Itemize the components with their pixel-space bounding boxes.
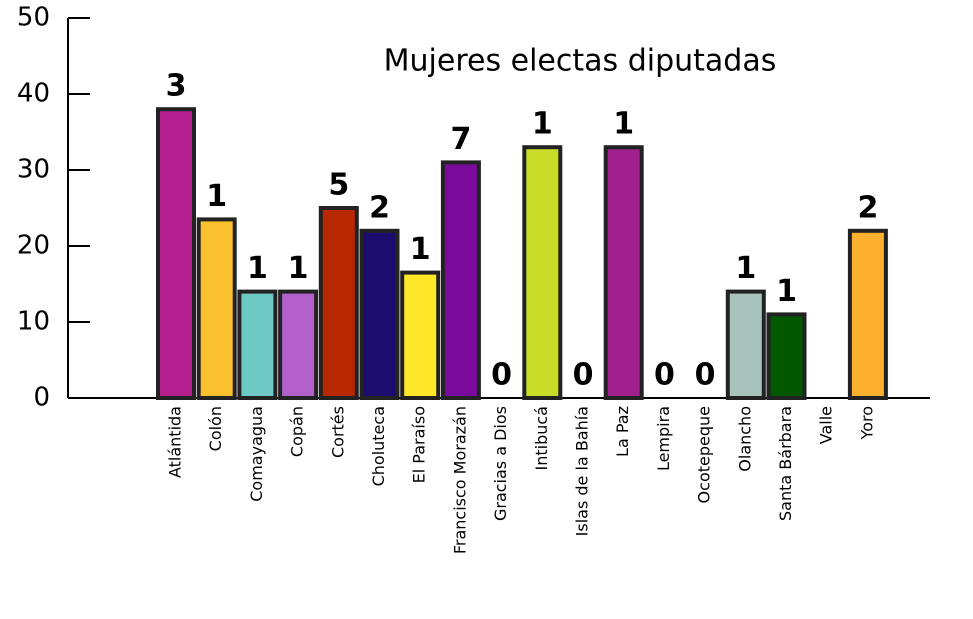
- bar: [237, 289, 278, 401]
- data-label: 5: [328, 168, 349, 203]
- x-tick-label: Atlántida: [166, 406, 185, 478]
- x-tick-label: Yoro: [857, 406, 876, 440]
- bar: [278, 289, 319, 401]
- data-label: 0: [573, 358, 594, 393]
- y-tick-label: 40: [17, 79, 50, 109]
- data-label: 7: [450, 122, 471, 157]
- bar: [766, 312, 807, 400]
- x-tick-label: Gracias a Dios: [491, 406, 510, 521]
- bar: [196, 217, 237, 400]
- x-tick-label: Comayagua: [247, 406, 266, 502]
- data-label: 1: [206, 179, 227, 214]
- chart-title: Mujeres electas diputadas: [384, 44, 777, 79]
- x-tick-label: Valle: [817, 406, 836, 444]
- x-tick-label: La Paz: [613, 406, 632, 457]
- bar: [847, 228, 888, 400]
- x-tick-label: Francisco Morazán: [450, 406, 469, 554]
- x-tick-label: Choluteca: [369, 406, 388, 486]
- data-label: 1: [735, 251, 756, 286]
- data-label: 1: [288, 251, 309, 286]
- x-tick-label: Santa Bárbara: [776, 406, 795, 521]
- data-label: 0: [695, 358, 716, 393]
- bar: [318, 206, 359, 400]
- data-label: 0: [491, 358, 512, 393]
- bar: [603, 145, 644, 400]
- x-tick-label: Cortés: [328, 406, 347, 458]
- data-label: 1: [247, 251, 268, 286]
- bar: [156, 107, 196, 400]
- x-tick-label: Intibucá: [532, 406, 551, 470]
- x-tick-label: El Paraíso: [410, 406, 429, 483]
- x-tick-label: Olancho: [735, 406, 754, 472]
- data-label: 1: [613, 107, 634, 142]
- x-tick-label: Lempira: [654, 406, 673, 471]
- x-tick-label: Colón: [206, 406, 225, 451]
- x-tick-label: Ocotepeque: [695, 406, 714, 503]
- data-label: 1: [776, 274, 797, 309]
- y-tick-label: 50: [17, 3, 50, 33]
- data-label: 0: [654, 358, 675, 393]
- y-tick-label: 20: [17, 231, 50, 261]
- y-tick-label: 30: [17, 155, 50, 185]
- data-label: 3: [166, 69, 187, 104]
- y-tick-label: 0: [33, 383, 50, 413]
- bar: [400, 270, 441, 401]
- data-label: 2: [857, 190, 878, 225]
- data-label: 2: [369, 190, 390, 225]
- bar: [359, 228, 400, 400]
- x-tick-label: Islas de la Bahía: [573, 406, 592, 536]
- bar: [725, 289, 766, 401]
- data-label: 1: [410, 232, 431, 267]
- bar: [522, 145, 563, 400]
- y-tick-label: 10: [17, 307, 50, 337]
- bar: [440, 160, 481, 400]
- data-label: 1: [532, 107, 553, 142]
- x-tick-label: Copán: [288, 406, 307, 457]
